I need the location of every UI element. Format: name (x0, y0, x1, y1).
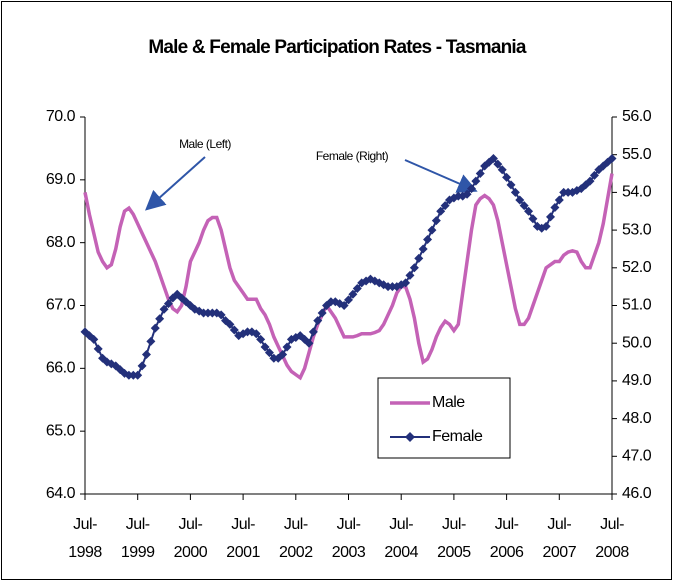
data-point (506, 180, 516, 190)
data-point (256, 334, 266, 344)
y-tick-label: 70.0 (46, 108, 76, 125)
y-tick-label: 65.0 (46, 422, 76, 439)
y-tick-label: 69.0 (46, 171, 76, 188)
data-point (141, 350, 151, 360)
data-point (93, 344, 103, 354)
data-point (528, 214, 538, 224)
y2-tick-label: 56.0 (622, 108, 652, 125)
data-point (137, 361, 147, 371)
data-point (352, 284, 362, 294)
data-point (436, 206, 446, 216)
y2-tick-label: 50.0 (622, 334, 652, 351)
data-point (475, 169, 485, 179)
data-point (423, 235, 433, 245)
data-point (89, 334, 99, 344)
data-point (260, 342, 270, 352)
data-point (519, 201, 529, 211)
data-point (401, 278, 411, 288)
annotation: Female (Right) (316, 149, 389, 163)
x-tick-label: Jul-2000 (174, 516, 208, 561)
data-point (344, 295, 353, 305)
data-point (440, 201, 450, 211)
data-point (264, 348, 274, 358)
data-point (216, 310, 226, 320)
data-point (414, 253, 424, 263)
data-point (317, 308, 327, 318)
series-line (83, 173, 614, 381)
y2-tick-label: 54.0 (622, 184, 652, 201)
x-tick-label: Jul-2002 (279, 516, 313, 561)
data-point (313, 316, 323, 326)
y-tick-label: 68.0 (46, 234, 76, 251)
data-point (405, 270, 415, 280)
data-point (155, 314, 165, 324)
data-point (431, 216, 441, 226)
data-point (589, 170, 599, 180)
data-point (282, 342, 292, 352)
legend-marker (405, 432, 415, 442)
data-point (251, 329, 261, 339)
chart-title: Male & Female Participation Rates - Tasm… (148, 37, 527, 58)
y2-tick-label: 47.0 (622, 448, 652, 465)
data-point (133, 370, 143, 380)
data-point (348, 289, 358, 299)
data-point (409, 263, 419, 273)
data-point (550, 202, 560, 212)
x-tick-label: Jul-2006 (490, 516, 524, 561)
data-point (466, 184, 476, 194)
data-point (585, 176, 595, 186)
data-point (418, 244, 428, 254)
data-point (541, 221, 551, 231)
legend-label: Female (432, 428, 483, 445)
data-point (150, 323, 160, 333)
legend-label: Male (432, 394, 465, 411)
y2-tick-label: 53.0 (622, 221, 652, 238)
x-tick-label: Jul-1999 (121, 516, 155, 561)
data-point (502, 172, 512, 182)
y2-tick-label: 55.0 (622, 146, 652, 163)
data-point (607, 153, 617, 163)
data-point (278, 350, 288, 360)
y2-tick-label: 49.0 (622, 372, 652, 389)
data-point (497, 165, 507, 175)
data-point (515, 195, 525, 205)
legend (377, 377, 511, 459)
data-point (493, 159, 503, 169)
data-point (308, 327, 318, 337)
y-tick-label: 64.0 (46, 485, 76, 502)
x-tick-label: Jul-2005 (437, 516, 471, 561)
x-tick-label: Jul-2004 (384, 516, 418, 561)
annotation-arrow (145, 156, 206, 211)
data-point (510, 187, 520, 197)
data-point (471, 176, 481, 186)
y2-tick-label: 46.0 (622, 485, 652, 502)
y2-tick-label: 52.0 (622, 259, 652, 276)
data-point (146, 336, 156, 346)
data-point (159, 304, 169, 314)
x-tick-label: Jul-2001 (226, 516, 260, 561)
data-point (427, 225, 437, 235)
x-tick-label: Jul-2003 (332, 516, 366, 561)
y2-tick-label: 51.0 (622, 297, 652, 314)
x-tick-label: Jul-2007 (543, 516, 577, 561)
data-point (163, 299, 173, 309)
data-point (229, 325, 239, 335)
data-point (339, 301, 349, 310)
data-point (462, 189, 472, 199)
data-point (546, 212, 556, 222)
data-point (554, 195, 564, 205)
y2-tick-label: 48.0 (622, 410, 652, 427)
data-point (304, 338, 314, 348)
y-tick-label: 67.0 (46, 297, 76, 314)
x-tick-label: Jul-1998 (68, 516, 102, 561)
annotation-arrow (404, 159, 478, 193)
x-tick-label: Jul-2008 (595, 516, 629, 561)
annotation: Male (Left) (179, 137, 231, 151)
data-point (225, 319, 235, 329)
data-point (524, 206, 534, 216)
data-point (488, 153, 498, 163)
y-tick-label: 66.0 (46, 360, 76, 377)
